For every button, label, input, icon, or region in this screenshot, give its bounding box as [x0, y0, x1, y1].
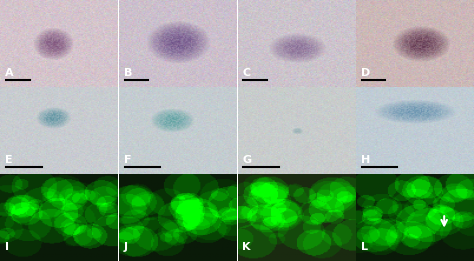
- Text: I: I: [5, 242, 9, 252]
- Text: D: D: [361, 68, 370, 78]
- Text: A: A: [5, 68, 14, 78]
- Text: H: H: [361, 155, 370, 165]
- Text: K: K: [242, 242, 251, 252]
- Text: E: E: [5, 155, 13, 165]
- Text: G: G: [242, 155, 251, 165]
- Text: B: B: [124, 68, 132, 78]
- Text: F: F: [124, 155, 131, 165]
- Text: C: C: [242, 68, 250, 78]
- Text: J: J: [124, 242, 128, 252]
- Text: L: L: [361, 242, 368, 252]
